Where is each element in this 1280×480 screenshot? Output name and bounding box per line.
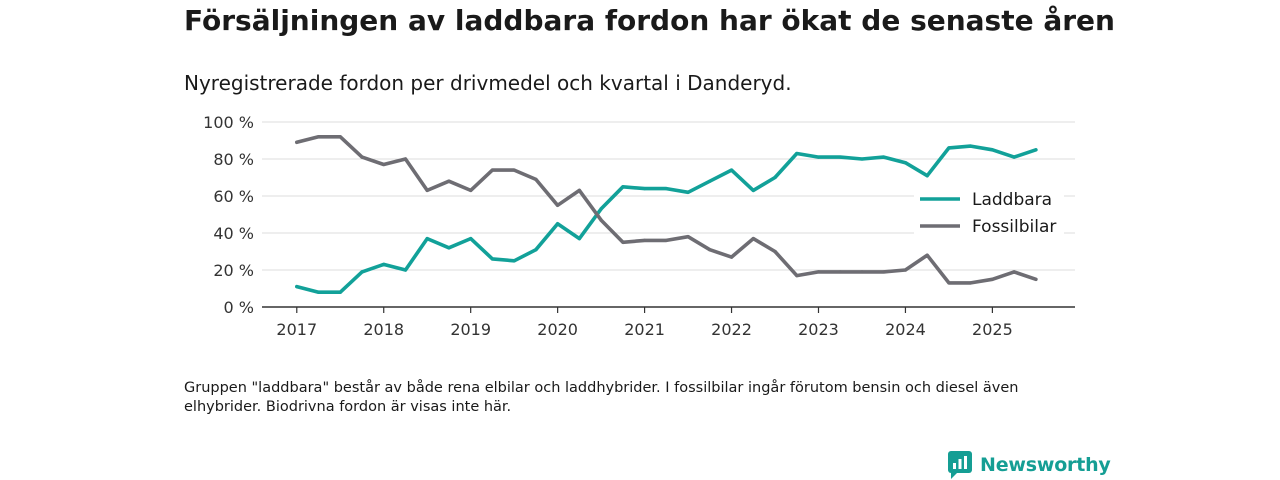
data-point-fossilbilar bbox=[751, 237, 755, 241]
data-point-fossilbilar bbox=[316, 135, 321, 139]
data-point-fossilbilar bbox=[556, 203, 560, 207]
chart-subtitle: Nyregistrerade fordon per drivmedel och … bbox=[184, 71, 792, 95]
x-tick-label: 2022 bbox=[711, 320, 752, 339]
data-point-laddbara bbox=[969, 144, 973, 148]
data-point-fossilbilar bbox=[382, 162, 386, 167]
data-point-laddbara bbox=[882, 155, 886, 159]
data-point-laddbara bbox=[686, 190, 690, 194]
legend: Laddbara Fossilbilar bbox=[914, 185, 1064, 238]
data-point-fossilbilar bbox=[664, 238, 668, 242]
x-tick-label: 2021 bbox=[624, 320, 665, 339]
data-point-laddbara bbox=[360, 270, 364, 274]
x-tick-label: 2018 bbox=[363, 320, 404, 339]
legend-label: Fossilbilar bbox=[972, 217, 1056, 237]
legend-label: Laddbara bbox=[972, 190, 1052, 210]
data-point-fossilbilar bbox=[860, 270, 864, 274]
brand-logo[interactable]: Newsworthy bbox=[948, 451, 1111, 479]
x-tick-label: 2020 bbox=[537, 320, 578, 339]
data-point-laddbara bbox=[512, 259, 516, 263]
footnote: Gruppen "laddbara" består av både rena e… bbox=[184, 380, 1019, 415]
data-point-laddbara bbox=[447, 246, 451, 250]
x-tick-label: 2024 bbox=[885, 320, 926, 339]
y-tick-label: 0 % bbox=[224, 298, 254, 317]
axes: 0 % 20 % 40 % 60 % 80 % 100 % 2017 2018 2019 2020… bbox=[203, 113, 1075, 339]
data-point-fossilbilar bbox=[577, 188, 582, 192]
data-point-fossilbilar bbox=[925, 253, 929, 257]
data-point-fossilbilar bbox=[338, 135, 342, 139]
data-point-laddbara bbox=[1034, 148, 1038, 152]
data-point-laddbara bbox=[621, 185, 625, 189]
data-point-fossilbilar bbox=[360, 155, 364, 159]
data-point-laddbara bbox=[425, 237, 429, 241]
data-point-laddbara bbox=[773, 175, 777, 180]
data-point-fossilbilar bbox=[947, 281, 951, 285]
data-point-fossilbilar bbox=[990, 277, 995, 281]
x-tick-label: 2025 bbox=[972, 320, 1013, 339]
data-point-laddbara bbox=[838, 155, 842, 159]
data-point-fossilbilar bbox=[469, 188, 473, 192]
data-point-laddbara bbox=[403, 268, 408, 272]
series-lines bbox=[294, 135, 1038, 295]
data-point-fossilbilar bbox=[816, 270, 821, 274]
data-point-fossilbilar bbox=[490, 168, 494, 172]
data-point-laddbara bbox=[729, 168, 734, 172]
data-point-fossilbilar bbox=[729, 255, 734, 259]
data-point-laddbara bbox=[816, 155, 821, 159]
data-point-fossilbilar bbox=[882, 270, 886, 274]
data-point-laddbara bbox=[295, 285, 299, 289]
data-point-laddbara bbox=[860, 157, 864, 161]
data-point-fossilbilar bbox=[643, 238, 647, 242]
data-point-fossilbilar bbox=[838, 270, 842, 274]
data-point-fossilbilar bbox=[512, 168, 516, 172]
data-point-fossilbilar bbox=[708, 248, 712, 252]
data-point-laddbara bbox=[947, 146, 951, 150]
data-point-fossilbilar bbox=[534, 177, 538, 181]
data-point-laddbara bbox=[990, 148, 995, 152]
data-point-laddbara bbox=[338, 290, 342, 294]
data-point-laddbara bbox=[795, 151, 799, 156]
data-point-laddbara bbox=[534, 248, 538, 252]
data-point-fossilbilar bbox=[403, 157, 408, 161]
data-point-fossilbilar bbox=[295, 140, 299, 144]
data-point-fossilbilar bbox=[447, 179, 451, 183]
data-point-laddbara bbox=[599, 207, 603, 211]
newsworthy-logo-icon bbox=[948, 451, 972, 479]
data-point-laddbara bbox=[469, 237, 473, 241]
y-tick-label: 100 % bbox=[203, 113, 254, 132]
data-point-fossilbilar bbox=[1034, 277, 1038, 281]
data-point-laddbara bbox=[577, 237, 582, 241]
y-tick-label: 60 % bbox=[213, 187, 254, 206]
x-tick-label: 2023 bbox=[798, 320, 839, 339]
data-point-laddbara bbox=[382, 262, 386, 266]
y-tick-label: 20 % bbox=[213, 261, 254, 280]
x-tick-label: 2017 bbox=[276, 320, 317, 339]
data-point-fossilbilar bbox=[1012, 270, 1016, 274]
data-point-fossilbilar bbox=[795, 274, 799, 278]
data-point-laddbara bbox=[643, 187, 647, 191]
data-point-fossilbilar bbox=[686, 235, 690, 239]
data-point-fossilbilar bbox=[425, 188, 429, 192]
y-tick-label: 80 % bbox=[213, 150, 254, 169]
line-chart: 0 % 20 % 40 % 60 % 80 % 100 % 2017 2018 2019 2020… bbox=[203, 113, 1075, 339]
brand-name: Newsworthy bbox=[980, 454, 1111, 476]
data-point-fossilbilar bbox=[621, 240, 625, 244]
data-point-fossilbilar bbox=[903, 268, 908, 272]
data-point-laddbara bbox=[708, 179, 712, 183]
data-point-laddbara bbox=[316, 290, 321, 294]
data-point-laddbara bbox=[1012, 155, 1016, 159]
data-point-laddbara bbox=[556, 222, 560, 226]
y-tick-label: 40 % bbox=[213, 224, 254, 243]
data-point-laddbara bbox=[490, 257, 494, 261]
chart-title: Försäljningen av laddbara fordon har öka… bbox=[184, 4, 1115, 37]
x-tick-label: 2019 bbox=[450, 320, 491, 339]
data-point-laddbara bbox=[751, 188, 755, 192]
data-point-fossilbilar bbox=[599, 218, 603, 222]
data-point-fossilbilar bbox=[773, 249, 777, 254]
data-point-laddbara bbox=[925, 174, 929, 178]
data-point-fossilbilar bbox=[969, 281, 973, 285]
data-point-laddbara bbox=[903, 161, 908, 165]
data-point-laddbara bbox=[664, 187, 668, 191]
